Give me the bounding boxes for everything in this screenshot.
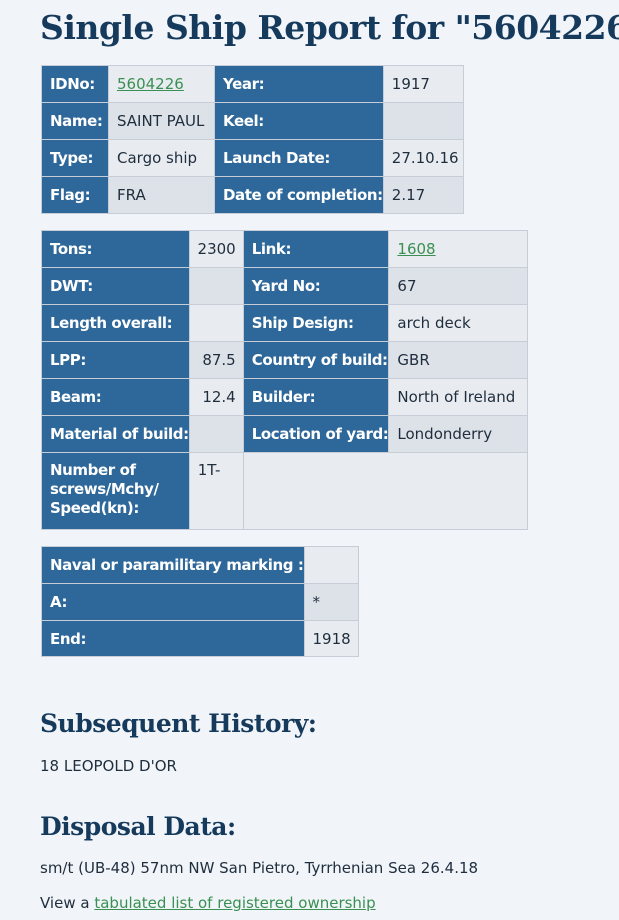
keel-label: Keel:	[214, 102, 384, 140]
name-value: SAINT PAUL	[108, 102, 215, 140]
tons-value: 2300	[188, 230, 244, 268]
end-label: End:	[41, 620, 305, 657]
ownership-prefix: View a	[40, 894, 90, 912]
table-row: Material of build: Location of yard: Lon…	[41, 415, 529, 453]
lpp-label: LPP:	[41, 341, 190, 379]
page-title: Single Ship Report for "5604226"	[40, 8, 619, 47]
type-value: Cargo ship	[108, 139, 215, 177]
link-value-link[interactable]: 1608	[397, 240, 436, 258]
disposal-data-heading: Disposal Data:	[40, 812, 236, 841]
flag-label: Flag:	[41, 176, 109, 214]
year-label: Year:	[214, 65, 384, 103]
table-row: DWT: Yard No: 67	[41, 267, 529, 305]
location-of-yard-label: Location of yard:	[242, 415, 390, 453]
link-cell: 1608	[388, 230, 529, 268]
a-value: *	[303, 583, 359, 621]
tons-label: Tons:	[41, 230, 190, 268]
ship-dimensions-table: Tons: 2300 Link: 1608 DWT: Yard No: 67 L…	[41, 230, 529, 530]
idno-cell: 5604226	[108, 65, 215, 103]
disposal-data-text: sm/t (UB-48) 57nm NW San Pietro, Tyrrhen…	[40, 859, 479, 877]
builder-value: North of Ireland	[388, 378, 529, 416]
keel-value	[382, 102, 464, 140]
table-row: Length overall: Ship Design: arch deck	[41, 304, 529, 342]
ownership-list-link[interactable]: tabulated list of registered ownership	[94, 894, 376, 912]
dwt-value	[188, 267, 244, 305]
a-label: A:	[41, 583, 305, 621]
length-overall-label: Length overall:	[41, 304, 190, 342]
beam-label: Beam:	[41, 378, 190, 416]
table-row: Flag: FRA Date of completion: 2.17	[41, 176, 464, 214]
dwt-label: DWT:	[41, 267, 190, 305]
name-label: Name:	[41, 102, 109, 140]
screws-label: Number of screws/Mchy/ Speed(kn):	[41, 452, 190, 530]
flag-value: FRA	[108, 176, 215, 214]
ship-design-label: Ship Design:	[242, 304, 390, 342]
screws-value: 1T-	[188, 452, 244, 530]
launch-date-value: 27.10.16	[382, 139, 464, 177]
completion-value: 2.17	[382, 176, 464, 214]
table-row: Tons: 2300 Link: 1608	[41, 230, 529, 268]
table-row: A: *	[41, 583, 359, 621]
idno-link[interactable]: 5604226	[117, 75, 184, 93]
table-row: Naval or paramilitary marking :	[41, 546, 359, 584]
end-value: 1918	[303, 620, 359, 657]
ship-design-value: arch deck	[388, 304, 529, 342]
table-row: End: 1918	[41, 620, 359, 657]
naval-marking-value	[303, 546, 359, 584]
table-row: Type: Cargo ship Launch Date: 27.10.16	[41, 139, 464, 177]
completion-label: Date of completion:	[214, 176, 384, 214]
country-of-build-value: GBR	[388, 341, 529, 379]
naval-marking-table: Naval or paramilitary marking : A: * End…	[41, 546, 359, 657]
material-value	[188, 415, 244, 453]
ship-basic-table: IDNo: 5604226 Year: 1917 Name: SAINT PAU…	[41, 65, 464, 214]
table-row: Number of screws/Mchy/ Speed(kn): 1T-	[41, 452, 529, 530]
yard-no-label: Yard No:	[242, 267, 390, 305]
idno-label: IDNo:	[41, 65, 109, 103]
ownership-line: View a tabulated list of registered owne…	[40, 894, 376, 912]
empty-cell	[242, 452, 529, 530]
yard-no-value: 67	[388, 267, 529, 305]
length-overall-value	[188, 304, 244, 342]
table-row: Beam: 12.4 Builder: North of Ireland	[41, 378, 529, 416]
table-row: Name: SAINT PAUL Keel:	[41, 102, 464, 140]
table-row: IDNo: 5604226 Year: 1917	[41, 65, 464, 103]
year-value: 1917	[382, 65, 464, 103]
lpp-value: 87.5	[188, 341, 244, 379]
launch-date-label: Launch Date:	[214, 139, 384, 177]
subsequent-history-text: 18 LEOPOLD D'OR	[40, 757, 177, 775]
material-label: Material of build:	[41, 415, 190, 453]
builder-label: Builder:	[242, 378, 390, 416]
location-of-yard-value: Londonderry	[388, 415, 529, 453]
link-label: Link:	[242, 230, 390, 268]
beam-value: 12.4	[188, 378, 244, 416]
subsequent-history-heading: Subsequent History:	[40, 709, 317, 738]
naval-marking-label: Naval or paramilitary marking :	[41, 546, 305, 584]
country-of-build-label: Country of build:	[242, 341, 390, 379]
table-row: LPP: 87.5 Country of build: GBR	[41, 341, 529, 379]
type-label: Type:	[41, 139, 109, 177]
